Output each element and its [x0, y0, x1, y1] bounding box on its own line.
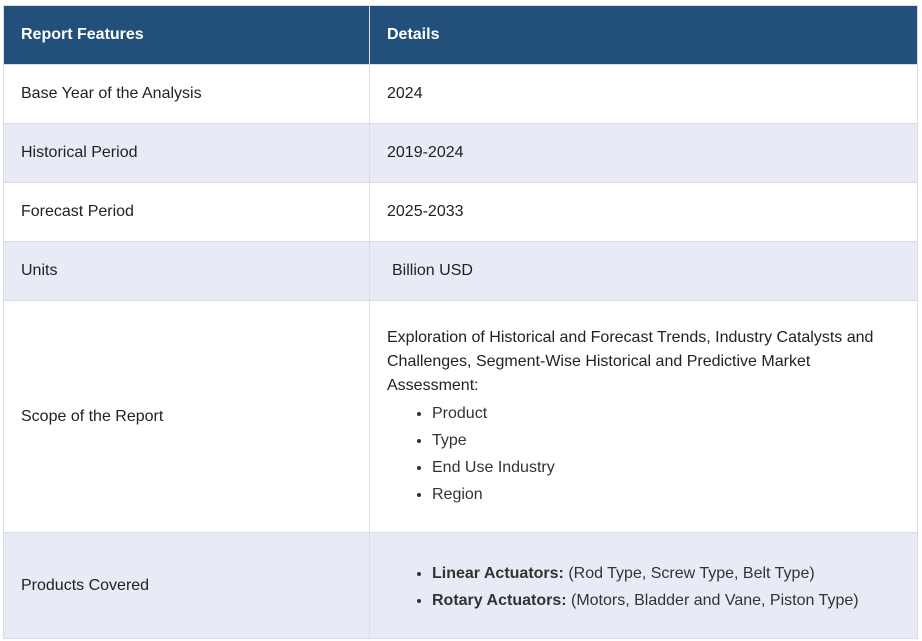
bullet-item: Product	[432, 400, 900, 427]
bullet-list: ProductTypeEnd Use IndustryRegion	[387, 400, 900, 508]
header-cell: Details	[369, 5, 918, 65]
bullet-item: End Use Industry	[432, 454, 900, 481]
bullet-item: Rotary Actuators: (Motors, Bladder and V…	[432, 587, 900, 614]
table-row: Historical Period 2019-2024	[3, 123, 918, 183]
bullet-label: Rotary Actuators:	[432, 591, 567, 609]
feature-cell: Historical Period	[3, 123, 370, 183]
feature-cell: Scope of the Report	[3, 300, 370, 533]
report-table: Report Features Details Base Year of the…	[3, 5, 918, 639]
feature-cell: Units	[3, 241, 370, 301]
table-row: Base Year of the Analysis 2024	[3, 64, 918, 124]
table-row: Units Billion USD	[3, 241, 918, 301]
table-row: Forecast Period 2025-2033	[3, 182, 918, 242]
details-cell: 2025-2033	[369, 182, 918, 242]
details-cell: Billion USD	[369, 241, 918, 301]
table-row: Products Covered Linear Actuators: (Rod T…	[3, 532, 918, 639]
bullet-list: Linear Actuators: (Rod Type, Screw Type,…	[387, 560, 900, 614]
table-row: Scope of the Report Exploration of Histor…	[3, 300, 918, 533]
details-cell: Linear Actuators: (Rod Type, Screw Type,…	[369, 532, 918, 639]
details-cell: 2019-2024	[369, 123, 918, 183]
bullet-label: Linear Actuators:	[432, 564, 564, 582]
feature-cell: Products Covered	[3, 532, 370, 639]
details-text: Exploration of Historical and Forecast T…	[387, 328, 874, 394]
feature-cell: Base Year of the Analysis	[3, 64, 370, 124]
feature-cell: Forecast Period	[3, 182, 370, 242]
bullet-item: Linear Actuators: (Rod Type, Screw Type,…	[432, 560, 900, 587]
header-cell: Report Features	[3, 5, 370, 65]
details-cell: 2024	[369, 64, 918, 124]
bullet-text: (Rod Type, Screw Type, Belt Type)	[568, 564, 815, 582]
details-cell: Exploration of Historical and Forecast T…	[369, 300, 918, 533]
bullet-item: Type	[432, 427, 900, 454]
bullet-text: (Motors, Bladder and Vane, Piston Type)	[571, 591, 859, 609]
table-body: Base Year of the Analysis 2024 Historical …	[3, 64, 918, 639]
header-row: Report Features Details	[3, 5, 918, 65]
bullet-item: Region	[432, 481, 900, 508]
